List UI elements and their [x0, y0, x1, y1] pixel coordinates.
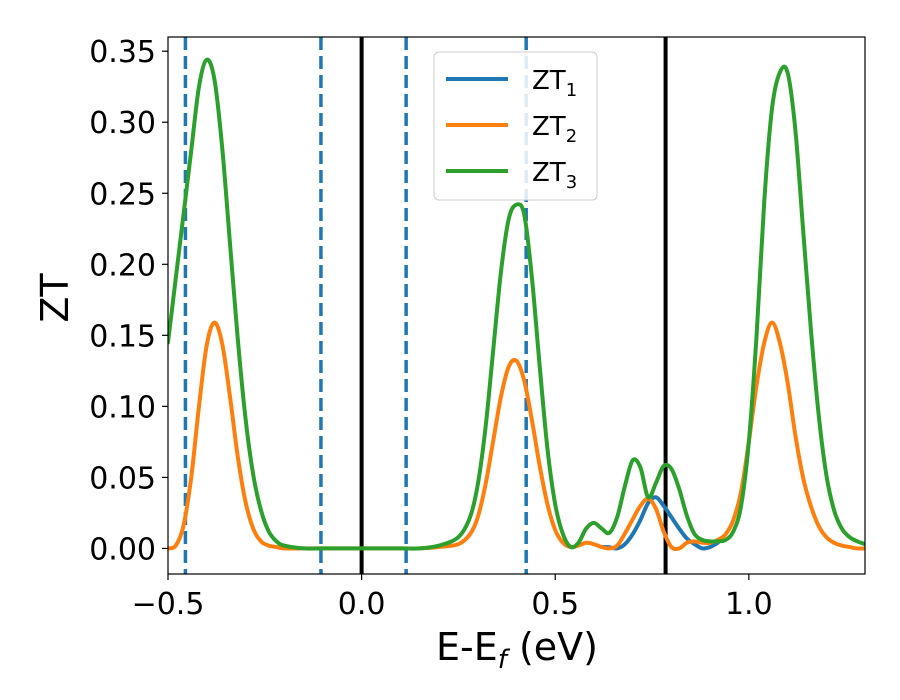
- x-tick-label: 1.0: [725, 587, 773, 622]
- y-axis-ticks: 0.00 0.05 0.10 0.15 0.20 0.25 0.30 0.35: [89, 35, 168, 567]
- x-axis-ticks: −0.5 0.0 0.5 1.0: [132, 574, 773, 622]
- y-tick-label: 0.30: [89, 106, 156, 141]
- y-axis-title: ZT: [33, 273, 77, 323]
- legend-box: [433, 51, 598, 201]
- y-tick-label: 0.25: [89, 177, 156, 212]
- plot-area-frame: [167, 36, 866, 575]
- y-tick-label: 0.10: [89, 390, 156, 425]
- legend-label-zt2: ZT2: [532, 112, 577, 147]
- y-tick-label: 0.20: [89, 248, 156, 283]
- series-line-zt1: [599, 495, 720, 551]
- legend-label-zt1: ZT1: [532, 66, 577, 101]
- y-tick-label: 0.05: [89, 461, 156, 496]
- series-lines: [168, 57, 865, 552]
- y-tick-label: 0.00: [89, 532, 156, 567]
- reference-lines: [183, 37, 668, 574]
- series-line-zt3: [168, 57, 865, 551]
- series-line-zt2: [168, 320, 865, 552]
- legend: ZT1 ZT2 ZT3: [433, 51, 598, 201]
- y-tick-label: 0.35: [89, 35, 156, 70]
- x-axis-title: E-Ef (eV): [436, 625, 598, 675]
- x-tick-label: 0.0: [338, 587, 386, 622]
- y-tick-label: 0.15: [89, 319, 156, 354]
- legend-label-zt3: ZT3: [532, 158, 577, 193]
- x-tick-label: −0.5: [132, 587, 205, 622]
- x-tick-label: 0.5: [531, 587, 579, 622]
